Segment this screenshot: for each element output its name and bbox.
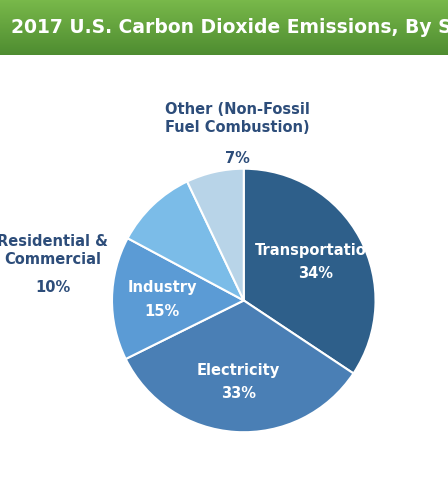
Text: 2017 U.S. Carbon Dioxide Emissions, By Source: 2017 U.S. Carbon Dioxide Emissions, By S…: [11, 18, 448, 37]
Bar: [0, 2, 448, 3]
Bar: [0, 51, 448, 52]
Bar: [0, 6, 448, 7]
Bar: [0, 50, 448, 51]
Bar: [0, 12, 448, 13]
Bar: [0, 15, 448, 16]
Bar: [0, 33, 448, 34]
Wedge shape: [112, 238, 244, 359]
Bar: [0, 23, 448, 24]
Bar: [0, 29, 448, 30]
Bar: [0, 22, 448, 23]
Text: 34%: 34%: [298, 266, 333, 281]
Bar: [0, 0, 448, 1]
Bar: [0, 14, 448, 15]
Bar: [0, 25, 448, 26]
Bar: [0, 28, 448, 29]
Bar: [0, 39, 448, 40]
Bar: [0, 47, 448, 48]
Bar: [0, 54, 448, 55]
Bar: [0, 40, 448, 41]
Bar: [0, 13, 448, 14]
Bar: [0, 30, 448, 31]
Bar: [0, 38, 448, 39]
Bar: [0, 35, 448, 36]
Bar: [0, 41, 448, 42]
Bar: [0, 3, 448, 4]
Bar: [0, 34, 448, 35]
Wedge shape: [187, 169, 244, 300]
Wedge shape: [128, 181, 244, 300]
Text: Electricity: Electricity: [197, 363, 280, 378]
Bar: [0, 10, 448, 11]
Bar: [0, 53, 448, 54]
Text: Industry: Industry: [127, 280, 197, 295]
Text: Transportation: Transportation: [254, 243, 377, 257]
Bar: [0, 26, 448, 27]
Bar: [0, 18, 448, 19]
Bar: [0, 36, 448, 37]
Bar: [0, 5, 448, 6]
Text: 33%: 33%: [221, 387, 256, 401]
Bar: [0, 20, 448, 21]
Text: 15%: 15%: [144, 304, 180, 318]
Wedge shape: [244, 169, 375, 374]
Wedge shape: [126, 300, 353, 432]
Bar: [0, 8, 448, 9]
Bar: [0, 27, 448, 28]
Bar: [0, 44, 448, 45]
Bar: [0, 9, 448, 10]
Bar: [0, 19, 448, 20]
Text: Other (Non-Fossil
Fuel Combustion): Other (Non-Fossil Fuel Combustion): [165, 103, 310, 135]
Bar: [0, 46, 448, 47]
Bar: [0, 31, 448, 32]
Bar: [0, 21, 448, 22]
Bar: [0, 32, 448, 33]
Bar: [0, 48, 448, 49]
Bar: [0, 43, 448, 44]
Bar: [0, 52, 448, 53]
Bar: [0, 42, 448, 43]
Bar: [0, 1, 448, 2]
Text: 10%: 10%: [35, 280, 70, 295]
Bar: [0, 17, 448, 18]
Text: 7%: 7%: [225, 151, 250, 166]
Bar: [0, 45, 448, 46]
Text: Residential &
Commercial: Residential & Commercial: [0, 234, 108, 267]
Bar: [0, 49, 448, 50]
Bar: [0, 24, 448, 25]
Bar: [0, 4, 448, 5]
Bar: [0, 16, 448, 17]
Bar: [0, 7, 448, 8]
Bar: [0, 37, 448, 38]
Bar: [0, 11, 448, 12]
